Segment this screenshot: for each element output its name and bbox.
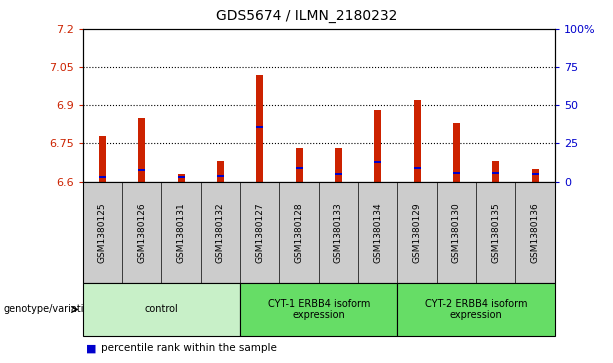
Text: GSM1380136: GSM1380136 xyxy=(531,202,539,263)
Text: GSM1380127: GSM1380127 xyxy=(255,202,264,263)
Bar xyxy=(217,161,224,182)
Bar xyxy=(217,175,224,177)
Text: GSM1380135: GSM1380135 xyxy=(491,202,500,263)
Text: GSM1380125: GSM1380125 xyxy=(98,202,107,263)
Bar xyxy=(178,174,185,182)
Bar xyxy=(99,136,106,182)
Text: GSM1380132: GSM1380132 xyxy=(216,202,225,263)
Bar xyxy=(295,167,303,169)
Bar xyxy=(335,174,342,175)
Text: CYT-1 ERBB4 isoform
expression: CYT-1 ERBB4 isoform expression xyxy=(267,299,370,320)
Bar xyxy=(138,169,145,171)
Bar xyxy=(531,174,539,175)
Text: GSM1380129: GSM1380129 xyxy=(413,202,422,263)
Bar xyxy=(531,169,539,182)
Bar xyxy=(138,118,145,182)
Bar xyxy=(414,100,421,182)
Bar xyxy=(99,176,106,179)
Text: GSM1380131: GSM1380131 xyxy=(177,202,186,263)
Bar xyxy=(178,176,185,179)
Text: ■: ■ xyxy=(86,343,96,354)
Text: GSM1380134: GSM1380134 xyxy=(373,202,383,263)
Bar xyxy=(492,172,500,174)
Bar xyxy=(295,148,303,182)
Text: control: control xyxy=(145,305,178,314)
Text: transformed count: transformed count xyxy=(101,323,199,334)
Bar xyxy=(256,75,264,182)
Bar xyxy=(335,148,342,182)
Text: GDS5674 / ILMN_2180232: GDS5674 / ILMN_2180232 xyxy=(216,9,397,23)
Text: GSM1380133: GSM1380133 xyxy=(334,202,343,263)
Bar xyxy=(453,172,460,174)
Text: percentile rank within the sample: percentile rank within the sample xyxy=(101,343,277,354)
Text: GSM1380126: GSM1380126 xyxy=(137,202,147,263)
Bar xyxy=(492,161,500,182)
Text: GSM1380130: GSM1380130 xyxy=(452,202,461,263)
Text: GSM1380128: GSM1380128 xyxy=(295,202,303,263)
Text: CYT-2 ERBB4 isoform
expression: CYT-2 ERBB4 isoform expression xyxy=(425,299,527,320)
Bar xyxy=(256,126,264,128)
Text: genotype/variation: genotype/variation xyxy=(3,305,96,314)
Bar xyxy=(374,110,381,182)
Bar xyxy=(414,167,421,169)
Text: ■: ■ xyxy=(86,323,96,334)
Bar xyxy=(453,123,460,182)
Bar xyxy=(374,161,381,163)
